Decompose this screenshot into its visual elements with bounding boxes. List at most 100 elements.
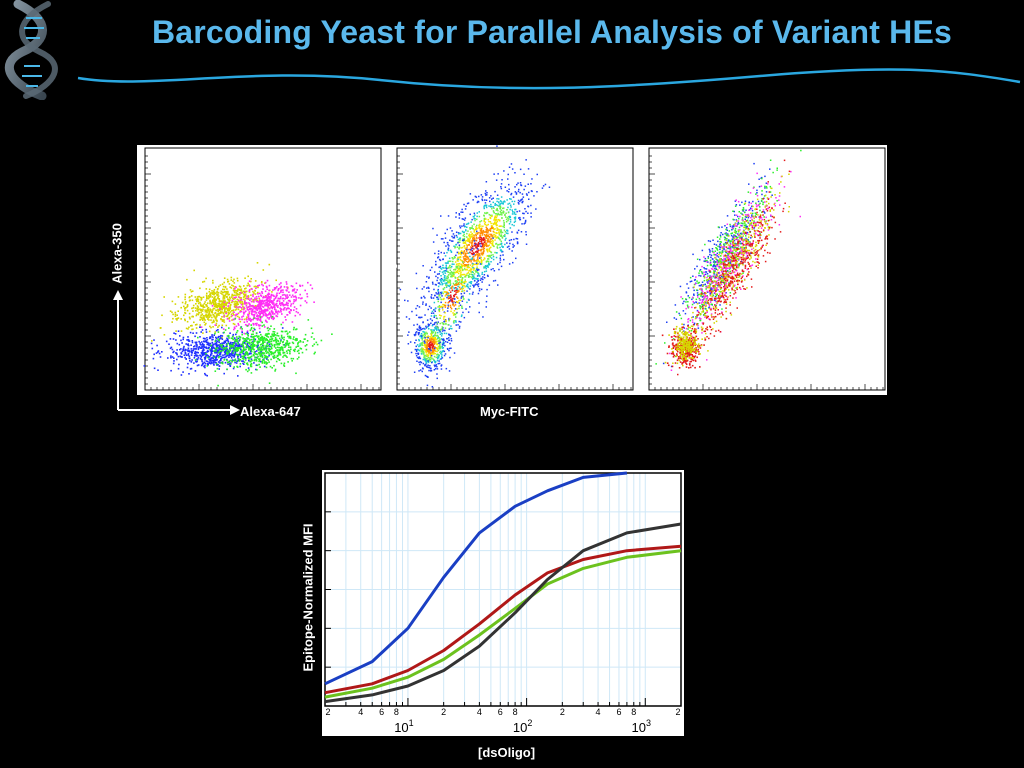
flow-event-dot bbox=[246, 330, 249, 332]
flow-event-dot bbox=[471, 240, 473, 243]
flow-event-dot bbox=[256, 340, 259, 343]
flow-event-dot bbox=[248, 357, 250, 359]
flow-event-dot bbox=[455, 263, 458, 265]
flow-event-dot bbox=[498, 232, 500, 234]
flow-event-dot bbox=[258, 304, 260, 306]
flow-event-dot bbox=[246, 295, 248, 297]
flow-event-dot bbox=[264, 296, 267, 299]
flow-event-dot bbox=[515, 237, 517, 240]
flow-event-dot bbox=[228, 300, 231, 303]
flow-event-dot bbox=[233, 337, 236, 339]
flow-event-dot bbox=[279, 287, 282, 289]
flow-event-dot bbox=[503, 211, 505, 213]
flow-event-dot bbox=[461, 287, 463, 289]
flow-event-dot bbox=[488, 220, 490, 223]
flow-event-dot bbox=[239, 356, 242, 358]
flow-event-dot bbox=[210, 303, 213, 305]
flow-event-dot bbox=[239, 359, 242, 361]
flow-event-dot bbox=[261, 325, 264, 327]
flow-event-dot bbox=[163, 296, 165, 298]
flow-event-dot bbox=[477, 292, 480, 295]
flow-event-dot bbox=[215, 355, 218, 358]
flow-event-dot bbox=[241, 328, 243, 330]
flow-event-dot bbox=[249, 329, 252, 332]
flow-event-dot bbox=[259, 360, 262, 363]
flow-event-dot bbox=[270, 315, 272, 318]
flow-event-dot bbox=[477, 244, 480, 247]
flow-event-dot bbox=[295, 282, 298, 285]
flow-event-dot bbox=[200, 311, 202, 314]
flow-event-dot bbox=[266, 321, 268, 323]
flow-event-dot bbox=[216, 352, 218, 354]
flow-event-dot bbox=[508, 223, 511, 225]
flow-event-dot bbox=[499, 239, 501, 241]
flow-event-dot bbox=[232, 312, 234, 314]
flow-event-dot bbox=[485, 235, 488, 237]
flow-event-dot bbox=[470, 249, 472, 251]
flow-event-dot bbox=[284, 307, 286, 309]
flow-event-dot bbox=[223, 300, 225, 302]
flow-event-dot bbox=[258, 338, 260, 340]
flow-event-dot bbox=[420, 342, 423, 345]
flow-event-dot bbox=[221, 302, 224, 304]
flow-event-dot bbox=[220, 290, 223, 293]
flow-event-dot bbox=[209, 342, 212, 345]
flow-event-dot bbox=[432, 337, 434, 339]
flow-event-dot bbox=[261, 300, 263, 302]
flow-event-dot bbox=[490, 240, 493, 243]
flow-event-dot bbox=[223, 314, 225, 316]
flow-event-dot bbox=[264, 319, 267, 322]
flow-event-dot bbox=[244, 352, 247, 355]
flow-event-dot bbox=[509, 208, 511, 211]
flow-event-dot bbox=[531, 190, 533, 193]
flow-event-dot bbox=[256, 357, 259, 359]
flow-event-dot bbox=[496, 145, 498, 147]
flow-event-dot bbox=[202, 353, 204, 355]
flow-event-dot bbox=[507, 215, 510, 218]
flow-event-dot bbox=[514, 218, 516, 220]
flow-event-dot bbox=[481, 238, 483, 240]
flow-event-dot bbox=[241, 316, 243, 318]
flow-event-dot bbox=[304, 333, 307, 336]
flow-event-dot bbox=[204, 340, 207, 343]
flow-event-dot bbox=[266, 339, 268, 341]
flow-event-dot bbox=[223, 319, 225, 321]
flow-event-dot bbox=[183, 345, 185, 348]
flow-event-dot bbox=[444, 282, 446, 284]
flow-event-dot bbox=[267, 303, 269, 306]
flow-event-dot bbox=[423, 356, 425, 358]
flow-event-dot bbox=[201, 313, 204, 315]
flow-event-dot bbox=[461, 281, 463, 284]
flow-event-dot bbox=[257, 317, 260, 319]
flow-event-dot bbox=[263, 359, 265, 362]
flow-event-dot bbox=[257, 351, 260, 354]
flow-event-dot bbox=[248, 305, 251, 308]
flow-event-dot bbox=[236, 365, 238, 368]
flow-event-dot bbox=[232, 342, 234, 344]
flow-event-dot bbox=[431, 331, 433, 333]
flow-event-dot bbox=[455, 289, 457, 292]
flow-event-dot bbox=[202, 349, 204, 352]
flow-event-dot bbox=[436, 234, 438, 236]
flow-event-dot bbox=[513, 221, 516, 223]
flow-event-dot bbox=[449, 239, 451, 241]
flow-event-dot bbox=[430, 334, 433, 337]
flow-event-dot bbox=[206, 309, 209, 311]
flow-event-dot bbox=[242, 342, 244, 345]
flow-event-dot bbox=[429, 342, 431, 345]
flow-event-dot bbox=[257, 295, 260, 298]
flow-event-dot bbox=[448, 266, 450, 269]
flow-event-dot bbox=[437, 288, 439, 291]
flow-event-dot bbox=[239, 346, 242, 349]
flow-event-dot bbox=[450, 273, 452, 276]
flow-event-dot bbox=[220, 357, 223, 360]
flow-event-dot bbox=[485, 270, 488, 272]
flow-event-dot bbox=[262, 314, 265, 317]
flow-event-dot bbox=[419, 327, 421, 330]
flow-event-dot bbox=[217, 312, 220, 315]
flow-event-dot bbox=[185, 343, 187, 345]
flow-event-dot bbox=[228, 309, 231, 312]
flow-event-dot bbox=[213, 356, 215, 359]
flow-event-dot bbox=[436, 296, 438, 298]
flow-event-dot bbox=[439, 338, 441, 341]
